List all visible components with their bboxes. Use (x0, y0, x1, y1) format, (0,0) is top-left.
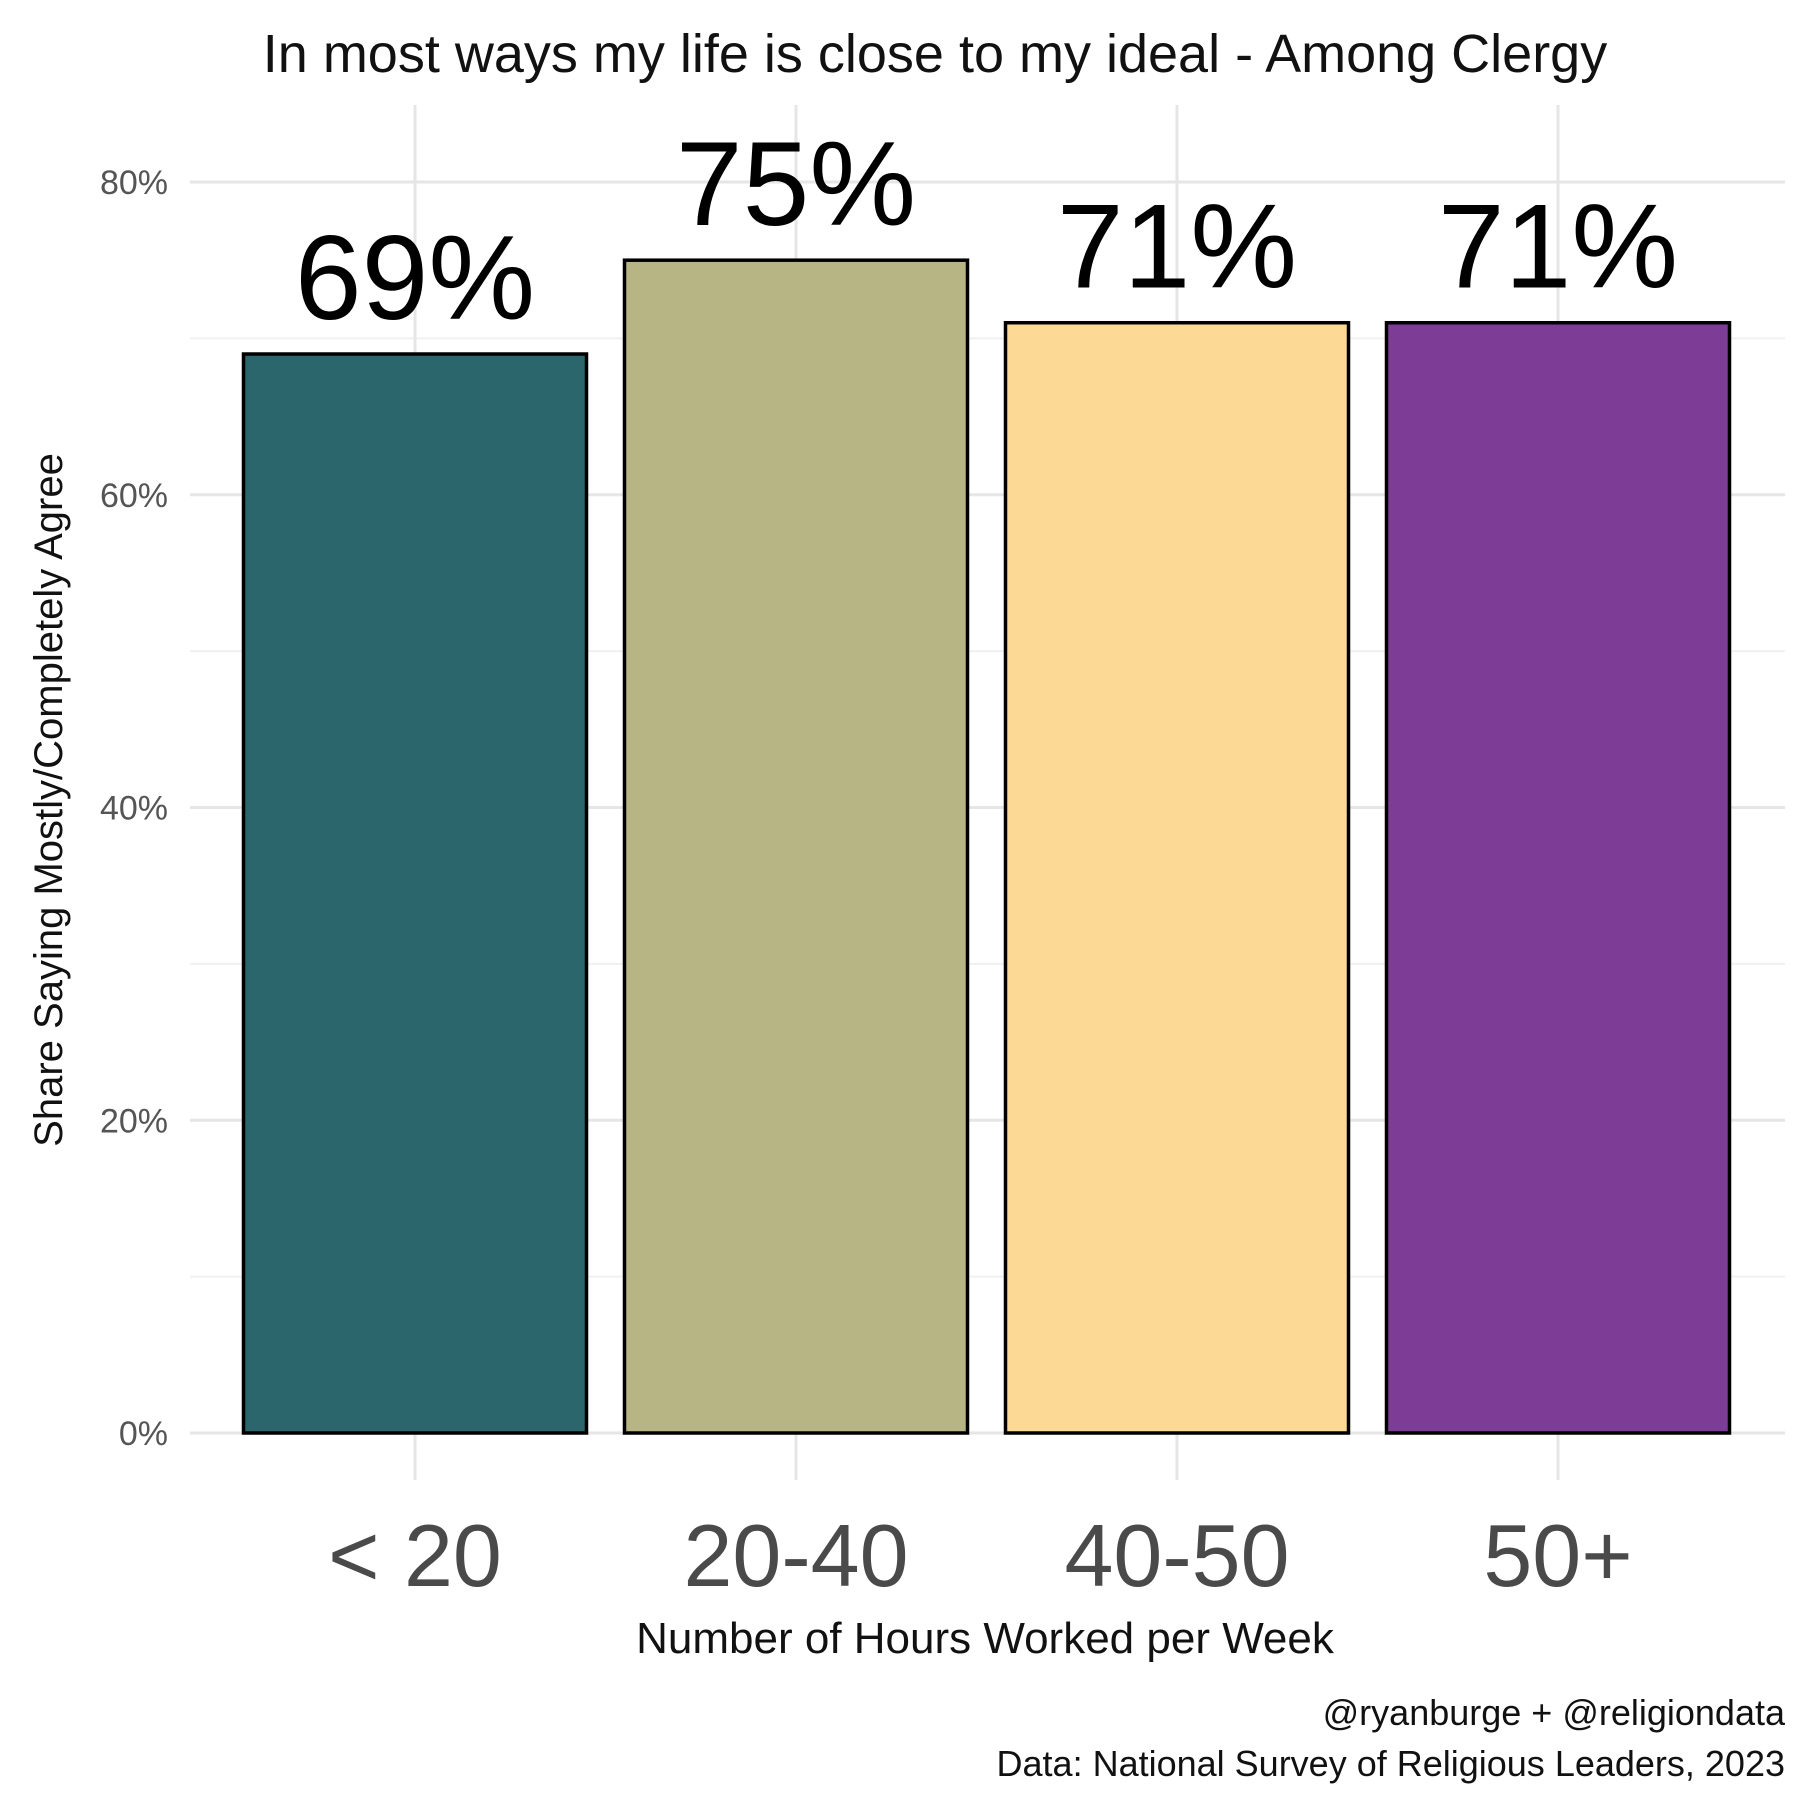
y-tick-label-1: 20% (100, 1102, 168, 1140)
x-axis-label: Number of Hours Worked per Week (636, 1614, 1335, 1663)
bar-1 (622, 258, 970, 1435)
y-axis-ticks: 0% 20% 40% 60% 80% (100, 164, 168, 1453)
caption-source: Data: National Survey of Religious Leade… (997, 1743, 1785, 1784)
x-tick-label-3: 50+ (1483, 1506, 1632, 1605)
y-tick-label-3: 60% (100, 477, 168, 515)
x-tick-label-1: 20-40 (683, 1506, 908, 1605)
caption-credit: @ryanburge + @religiondata (1323, 1692, 1786, 1733)
x-tick-label-2: 40-50 (1064, 1506, 1289, 1605)
data-label-1: 75% (676, 117, 916, 251)
y-tick-label-2: 40% (100, 790, 168, 828)
y-tick-label-4: 80% (100, 164, 168, 202)
data-label-3: 71% (1438, 180, 1678, 314)
x-axis-ticks: < 20 20-40 40-50 50+ (328, 1506, 1633, 1605)
y-tick-label-0: 0% (119, 1415, 168, 1453)
bar-0 (241, 352, 589, 1435)
x-tick-label-0: < 20 (328, 1506, 502, 1605)
y-axis-label: Share Saying Mostly/Completely Agree (27, 453, 71, 1147)
data-label-0: 69% (295, 211, 535, 345)
chart-title: In most ways my life is close to my idea… (263, 24, 1607, 84)
data-labels-group: 69% 75% 71% 71% (295, 117, 1678, 345)
bar-3 (1384, 320, 1732, 1435)
bars-group (241, 258, 1732, 1435)
data-label-2: 71% (1057, 180, 1297, 314)
bar-2 (1003, 320, 1351, 1435)
